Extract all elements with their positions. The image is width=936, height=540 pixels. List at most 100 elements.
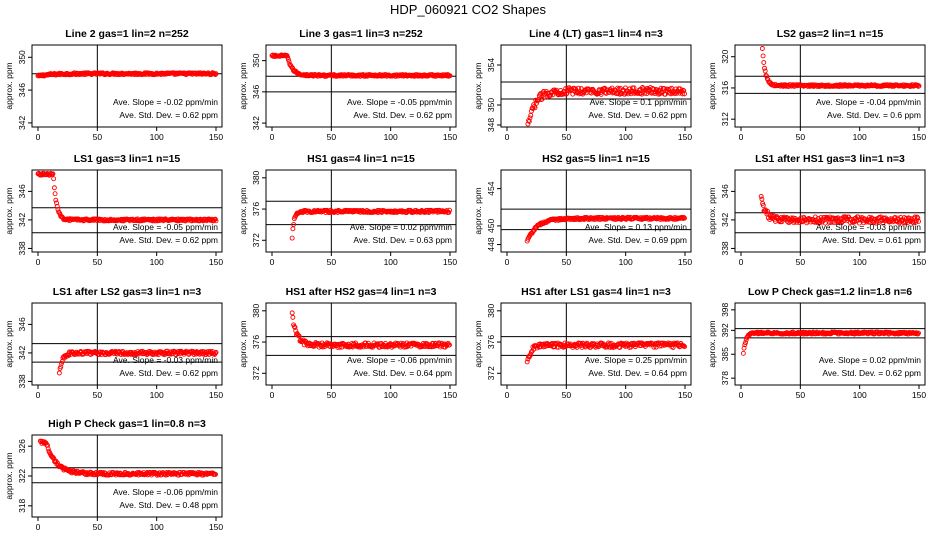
y-axis-label: approx. ppm xyxy=(4,320,14,367)
y-tick-label: 342 xyxy=(720,213,730,227)
y-tick-label: 450 xyxy=(486,219,496,233)
data-point xyxy=(740,350,746,356)
x-tick-label: 150 xyxy=(209,522,223,532)
y-tick-label: 372 xyxy=(251,366,261,380)
y-tick-label: 320 xyxy=(720,49,730,63)
data-point xyxy=(760,202,766,208)
data-point xyxy=(54,203,60,209)
x-tick-label: 0 xyxy=(36,522,41,532)
data-point xyxy=(290,226,296,232)
panel-title: Line 2 gas=1 lin=2 n=252 xyxy=(65,28,189,40)
x-tick-label: 150 xyxy=(912,257,926,267)
x-tick-label: 150 xyxy=(209,390,223,400)
y-tick-label: 326 xyxy=(17,439,27,453)
data-point xyxy=(526,117,532,123)
plot-frame xyxy=(265,169,457,253)
plot-frame xyxy=(31,44,223,128)
data-point xyxy=(533,100,539,106)
x-tick-label: 50 xyxy=(796,132,806,142)
data-point xyxy=(50,171,56,177)
data-point xyxy=(639,91,645,97)
slope-annotation: Ave. Slope = -0.06 ppm/min xyxy=(347,355,452,365)
data-series xyxy=(35,70,219,79)
stddev-annotation: Ave. Std. Dev. = 0.62 ppm xyxy=(119,110,218,120)
data-point xyxy=(572,89,578,94)
slope-annotation: Ave. Slope = -0.04 ppm/min xyxy=(816,97,921,107)
y-tick-label: 348 xyxy=(486,118,496,132)
y-tick-label: 380 xyxy=(251,303,261,317)
y-axis-label: approx. ppm xyxy=(238,62,248,109)
data-point xyxy=(51,176,57,182)
x-tick-label: 50 xyxy=(93,257,103,267)
slope-annotation: Ave. Slope = -0.05 ppm/min xyxy=(113,222,218,232)
slope-annotation: Ave. Slope = -0.02 ppm/min xyxy=(113,97,218,107)
chart-panel: LS1 gas=3 lin=1 n=15 0 50 100 150 338 342 346ap… xyxy=(4,153,223,267)
x-tick-label: 100 xyxy=(384,390,398,400)
x-tick-label: 100 xyxy=(853,390,867,400)
data-point xyxy=(759,46,765,51)
x-tick-label: 100 xyxy=(619,132,633,142)
slope-annotation: Ave. Slope = 0.02 ppm/min xyxy=(350,222,452,232)
x-tick-label: 100 xyxy=(150,390,164,400)
stddev-annotation: Ave. Std. Dev. = 0.62 ppm xyxy=(588,110,687,120)
data-point xyxy=(548,92,554,98)
chart-panel: Line 4 (LT) gas=1 lin=4 n=3 0 50 100 150 348 3… xyxy=(473,28,692,142)
x-tick-label: 0 xyxy=(739,390,744,400)
y-tick-label: 350 xyxy=(251,53,261,67)
x-tick-label: 0 xyxy=(739,132,744,142)
x-tick-label: 100 xyxy=(150,132,164,142)
x-tick-label: 50 xyxy=(562,390,572,400)
x-tick-label: 150 xyxy=(443,390,457,400)
chart-panel: LS1 after LS2 gas=3 lin=1 n=3 0 50 100 150 33… xyxy=(4,286,223,400)
stddev-annotation: Ave. Std. Dev. = 0.48 ppm xyxy=(119,500,218,510)
y-tick-label: 338 xyxy=(17,241,27,255)
x-tick-label: 150 xyxy=(209,132,223,142)
chart-panel: HS1 gas=4 lin=1 n=15 0 50 100 150 372 376 380ap… xyxy=(238,153,457,267)
panel-title: LS1 gas=3 lin=1 n=15 xyxy=(74,153,181,165)
y-tick-label: 346 xyxy=(720,184,730,198)
panel-title: HS2 gas=5 lin=1 n=15 xyxy=(542,153,650,165)
y-tick-label: 385 xyxy=(720,347,730,361)
y-tick-label: 338 xyxy=(720,241,730,255)
x-tick-label: 100 xyxy=(853,132,867,142)
data-series xyxy=(525,85,687,127)
data-point xyxy=(532,105,538,111)
y-tick-label: 318 xyxy=(17,498,27,512)
data-point xyxy=(654,87,660,93)
y-axis-label: approx. ppm xyxy=(707,62,717,109)
y-tick-label: 372 xyxy=(251,233,261,247)
y-tick-label: 448 xyxy=(486,237,496,251)
data-series xyxy=(37,438,218,478)
x-tick-label: 50 xyxy=(562,132,572,142)
x-tick-label: 50 xyxy=(93,522,103,532)
slope-annotation: Ave. Slope = 0.25 ppm/min xyxy=(585,355,687,365)
x-tick-label: 0 xyxy=(270,257,275,267)
y-tick-label: 346 xyxy=(17,317,27,331)
y-tick-label: 342 xyxy=(17,346,27,360)
y-axis-label: approx. ppm xyxy=(707,187,717,234)
data-point xyxy=(817,220,823,226)
stddev-annotation: Ave. Std. Dev. = 0.62 ppm xyxy=(353,110,452,120)
x-tick-label: 150 xyxy=(678,257,692,267)
x-tick-label: 150 xyxy=(678,132,692,142)
data-point xyxy=(642,90,648,96)
x-tick-label: 0 xyxy=(36,257,41,267)
data-point xyxy=(528,112,534,118)
y-axis-label: approx. ppm xyxy=(4,452,14,499)
y-axis-label: approx. ppm xyxy=(473,187,483,234)
y-axis-label: approx. ppm xyxy=(473,62,483,109)
data-point xyxy=(290,314,296,320)
data-point xyxy=(447,207,452,213)
data-point xyxy=(289,235,295,241)
data-series xyxy=(758,193,921,226)
y-axis-label: approx. ppm xyxy=(707,320,717,367)
stddev-annotation: Ave. Std. Dev. = 0.63 ppm xyxy=(353,235,452,245)
y-tick-label: 350 xyxy=(17,50,27,64)
data-series xyxy=(289,310,452,350)
x-tick-label: 100 xyxy=(150,522,164,532)
x-tick-label: 50 xyxy=(93,390,103,400)
plot-frame xyxy=(31,169,223,253)
panel-title: Line 3 gas=1 lin=3 n=252 xyxy=(299,28,423,40)
plot-frame xyxy=(265,44,457,128)
